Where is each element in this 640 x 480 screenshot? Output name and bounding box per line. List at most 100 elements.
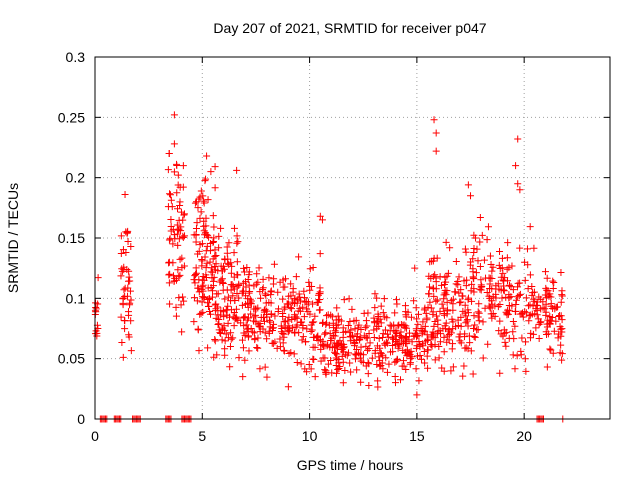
data-point — [205, 294, 213, 302]
data-point — [557, 269, 565, 277]
data-point — [363, 334, 371, 342]
data-point — [549, 277, 557, 285]
data-point — [368, 354, 376, 362]
data-point — [323, 312, 331, 320]
data-point — [421, 359, 429, 367]
data-point — [261, 363, 269, 371]
data-point — [199, 281, 207, 289]
data-point — [374, 312, 382, 320]
data-point — [440, 348, 448, 356]
data-point — [424, 364, 432, 372]
data-point — [470, 332, 478, 340]
data-point — [546, 345, 554, 353]
data-point — [332, 369, 340, 377]
y-tick-label: 0.15 — [58, 230, 85, 246]
data-point — [196, 193, 204, 201]
data-point — [334, 341, 342, 349]
data-point — [276, 343, 284, 351]
data-point — [375, 334, 383, 342]
data-point — [234, 238, 242, 246]
data-point — [361, 324, 369, 332]
data-point — [221, 351, 229, 359]
data-point — [316, 336, 324, 344]
data-point — [210, 234, 218, 242]
data-point — [273, 344, 281, 352]
data-point — [405, 329, 413, 337]
data-point — [556, 349, 564, 357]
data-point — [447, 329, 455, 337]
data-point — [126, 301, 134, 309]
data-point — [127, 296, 135, 304]
data-point — [197, 187, 205, 195]
data-point — [454, 281, 462, 289]
data-point — [475, 317, 483, 325]
data-point — [542, 308, 550, 316]
data-point — [460, 362, 468, 370]
data-point — [217, 307, 225, 315]
data-point — [468, 297, 476, 305]
data-point — [120, 286, 128, 294]
data-point — [374, 377, 382, 385]
data-point — [265, 274, 273, 282]
data-point — [331, 349, 339, 357]
data-point — [211, 163, 219, 171]
data-point — [279, 330, 287, 338]
data-point — [211, 335, 219, 343]
x-tick-label: 15 — [409, 428, 425, 444]
data-point — [384, 330, 392, 338]
data-point — [530, 297, 538, 305]
data-point — [261, 329, 269, 337]
data-point — [523, 245, 531, 253]
data-point — [226, 343, 234, 351]
data-point — [497, 286, 505, 294]
data-point — [430, 292, 438, 300]
data-point — [464, 322, 472, 330]
data-point — [319, 318, 327, 326]
data-point — [271, 312, 279, 320]
data-point — [253, 343, 261, 351]
data-point — [470, 288, 478, 296]
data-point — [401, 302, 409, 310]
data-point — [403, 352, 411, 360]
data-point — [230, 322, 238, 330]
data-point — [346, 359, 354, 367]
data-point — [178, 254, 186, 262]
data-point — [476, 262, 484, 270]
data-point — [431, 341, 439, 349]
data-point — [310, 356, 318, 364]
axis-tick-labels: 0 0.05 0.1 0.15 0.2 0.25 0.3 0 5 10 15 20 — [58, 49, 532, 444]
data-point — [233, 258, 241, 266]
data-point — [199, 287, 207, 295]
data-point — [423, 352, 431, 360]
data-point — [244, 333, 252, 341]
data-point — [353, 345, 361, 353]
data-point — [204, 196, 212, 204]
data-point — [489, 263, 497, 271]
data-point — [117, 272, 125, 280]
data-point — [305, 278, 313, 286]
data-point — [558, 316, 566, 324]
data-point — [461, 245, 469, 253]
data-point — [439, 304, 447, 312]
data-point — [351, 350, 359, 358]
data-point — [344, 322, 352, 330]
data-point — [452, 257, 460, 265]
data-point — [427, 274, 435, 282]
data-point — [478, 231, 486, 239]
data-point — [295, 290, 303, 298]
data-point — [173, 160, 181, 168]
data-point — [296, 293, 304, 301]
data-point — [165, 259, 173, 267]
data-point — [477, 283, 485, 291]
data-point — [373, 360, 381, 368]
data-point — [192, 238, 200, 246]
data-point — [549, 284, 557, 292]
data-point — [223, 249, 231, 257]
data-point — [195, 247, 203, 255]
data-point — [227, 335, 235, 343]
data-point — [348, 305, 356, 313]
data-point — [467, 347, 475, 355]
data-point — [394, 322, 402, 330]
data-point — [339, 379, 347, 387]
data-point — [382, 354, 390, 362]
